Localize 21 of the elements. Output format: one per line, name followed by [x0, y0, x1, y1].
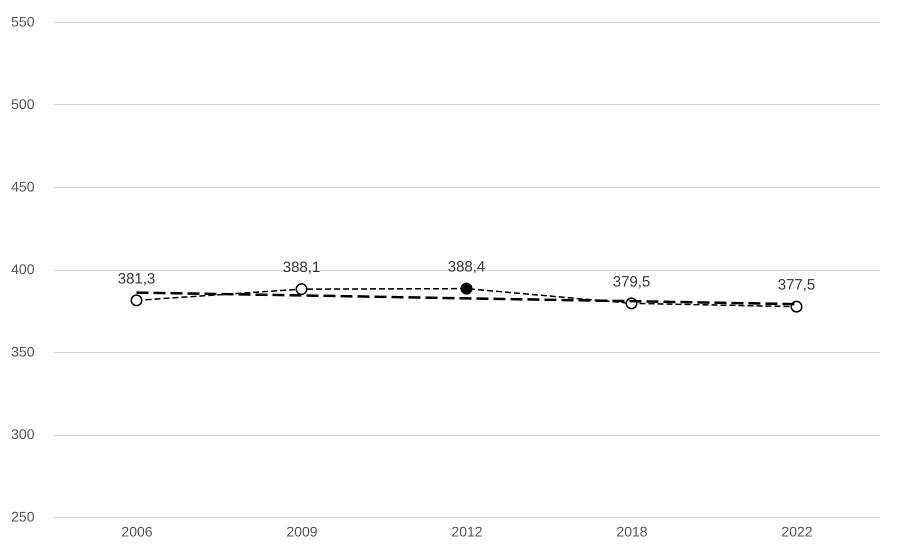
- y-tick-label: 350: [11, 344, 35, 360]
- data-label: 388,1: [282, 259, 320, 276]
- y-tick-label: 400: [11, 261, 35, 277]
- data-label: 388,4: [448, 258, 486, 276]
- x-tick-label: 2009: [286, 524, 318, 540]
- x-tick-label: 2012: [451, 524, 483, 540]
- y-tick-label: 450: [11, 178, 35, 194]
- point: [460, 282, 472, 295]
- y-tick-label: 550: [11, 14, 35, 30]
- y-tick-label: 500: [11, 96, 35, 112]
- data-label: 377,5: [778, 276, 816, 294]
- point: [130, 294, 142, 306]
- point: [790, 300, 802, 313]
- data-label: 379,5: [612, 273, 650, 290]
- data-label: 381,3: [118, 270, 156, 288]
- x-tick-label: 2006: [121, 524, 153, 540]
- y-tick-label: 250: [11, 508, 35, 524]
- x-tick-label: 2022: [781, 524, 813, 540]
- x-tick-label: 2018: [616, 524, 648, 540]
- point: [296, 283, 308, 296]
- y-tick-label: 300: [11, 426, 35, 442]
